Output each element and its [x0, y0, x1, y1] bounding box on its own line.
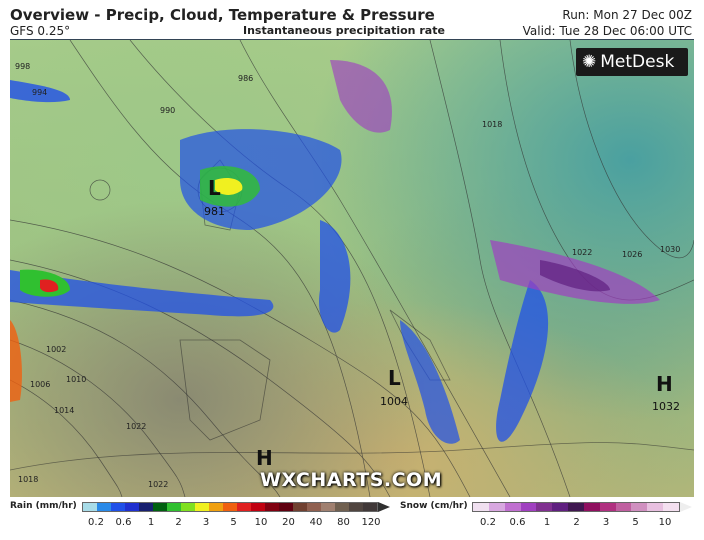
colorbar-swatch — [536, 503, 553, 511]
legend: Rain (mm/hr) 0.2 0.6 1 2 3 5 10 20 40 80 120 Snow … — [0, 497, 704, 540]
colorbar-swatch — [520, 503, 537, 511]
colorbar-swatch — [251, 503, 265, 511]
isobar-label: 1006 — [30, 380, 51, 389]
isobar-label: 1022 — [148, 480, 169, 489]
snow-colorbar — [472, 502, 680, 512]
colorbar-swatch — [552, 503, 569, 511]
model-label: GFS 0.25° — [10, 24, 71, 38]
colorbar-tick-label: 80 — [337, 517, 350, 528]
colorbar-tick-label: 3 — [602, 517, 610, 528]
run-time: Run: Mon 27 Dec 00Z — [562, 8, 692, 22]
colorbar-swatch — [293, 503, 307, 511]
colorbar-tick-label: 10 — [658, 517, 672, 528]
pressure-value: 981 — [204, 205, 225, 218]
colorbar-swatch — [615, 503, 632, 511]
colorbar-tick-label: 120 — [361, 517, 381, 528]
isobar-label: 998 — [15, 62, 31, 71]
weather-map: ✺ MetDesk L 981 L 1004 H 1032 H 998 994 … — [10, 40, 694, 497]
valid-time: Valid: Tue 28 Dec 06:00 UTC — [522, 24, 692, 38]
colorbar-swatch — [111, 503, 125, 511]
isobar-label: 1022 — [126, 422, 147, 431]
rain-colorbar-arrow — [378, 502, 390, 512]
colorbar-swatch — [599, 503, 616, 511]
metdesk-logo: ✺ MetDesk — [576, 48, 688, 76]
high-pressure-marker: H — [656, 372, 673, 396]
colorbar-swatch — [167, 503, 181, 511]
isobar-label: 1010 — [66, 375, 87, 384]
colorbar-tick-label: 2 — [175, 517, 182, 528]
page-title: Overview - Precip, Cloud, Temperature & … — [10, 6, 435, 24]
colorbar-swatch — [335, 503, 349, 511]
isobar-label: 1026 — [622, 250, 643, 259]
map-overlay — [10, 40, 694, 497]
colorbar-tick-label: 10 — [254, 517, 268, 528]
colorbar-swatch — [568, 503, 584, 511]
coastlines — [10, 159, 694, 471]
sun-icon: ✺ — [582, 52, 597, 72]
colorbar-swatch — [488, 503, 505, 511]
chart-subtitle: Instantaneous precipitation rate — [243, 24, 445, 37]
watermark: WXCHARTS.COM — [260, 469, 443, 491]
colorbar-swatch — [307, 503, 321, 511]
colorbar-swatch — [209, 503, 223, 511]
header: Overview - Precip, Cloud, Temperature & … — [0, 0, 704, 40]
colorbar-swatch — [647, 503, 664, 511]
isobar-label: 994 — [32, 88, 48, 97]
colorbar-swatch — [279, 503, 293, 511]
isobar-label: 1018 — [482, 120, 503, 129]
isobar-label: 1022 — [572, 248, 593, 257]
colorbar-tick-label: 0.6 — [509, 517, 526, 528]
colorbar-tick-label: 5 — [230, 517, 237, 528]
colorbar-swatch — [181, 503, 195, 511]
colorbar-swatch — [237, 503, 251, 511]
colorbar-tick-label: 0.2 — [480, 517, 496, 528]
isobar-label: 986 — [238, 74, 254, 83]
colorbar-swatch — [583, 503, 600, 511]
colorbar-swatch — [139, 503, 153, 511]
colorbar-swatch — [83, 503, 97, 511]
precipitation — [10, 60, 660, 444]
colorbar-tick-label: 1 — [543, 517, 551, 528]
isobar-label: 990 — [160, 106, 176, 115]
isobar-label: 1018 — [18, 475, 39, 484]
colorbar-tick-label: 20 — [282, 517, 295, 528]
colorbar-tick-label: 40 — [309, 517, 323, 528]
colorbar-swatch — [265, 503, 279, 511]
low-pressure-marker: L — [388, 366, 401, 390]
rain-legend-title: Rain (mm/hr) — [10, 501, 77, 511]
snow-colorbar-arrow — [680, 502, 692, 512]
colorbar-swatch — [97, 503, 111, 511]
isobar-label: 1014 — [54, 406, 75, 415]
colorbar-tick-label: 3 — [202, 517, 210, 528]
colorbar-swatch — [349, 503, 363, 511]
high-pressure-marker: H — [256, 446, 273, 470]
logo-text: MetDesk — [600, 52, 675, 72]
colorbar-tick-label: 0.6 — [115, 517, 132, 528]
pressure-value: 1004 — [380, 395, 408, 408]
pressure-value: 1032 — [652, 400, 680, 413]
colorbar-swatch — [663, 503, 679, 511]
colorbar-tick-label: 1 — [147, 517, 155, 528]
colorbar-swatch — [473, 503, 489, 511]
colorbar-swatch — [321, 503, 335, 511]
snow-legend-title: Snow (cm/hr) — [400, 501, 468, 511]
isobar-label: 1002 — [46, 345, 67, 354]
colorbar-swatch — [223, 503, 237, 511]
colorbar-swatch — [153, 503, 167, 511]
colorbar-tick-label: 5 — [632, 517, 639, 528]
low-pressure-marker: L — [208, 176, 221, 200]
divider — [10, 39, 694, 40]
colorbar-swatch — [504, 503, 521, 511]
colorbar-swatch — [631, 503, 648, 511]
rain-colorbar — [82, 502, 378, 512]
colorbar-swatch — [195, 503, 209, 511]
colorbar-tick-label: 2 — [573, 517, 580, 528]
colorbar-tick-label: 0.2 — [88, 517, 104, 528]
isobar-label: 1030 — [660, 245, 681, 254]
colorbar-swatch — [363, 503, 377, 511]
colorbar-swatch — [125, 503, 139, 511]
